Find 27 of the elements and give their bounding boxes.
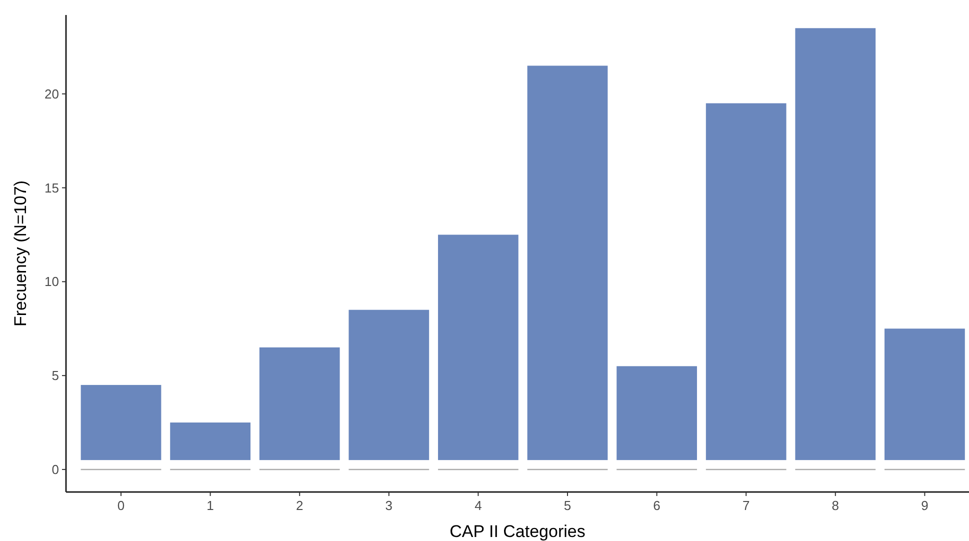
bar [348, 310, 430, 460]
bar [438, 234, 518, 460]
y-tick-label: 10 [44, 274, 59, 290]
bar [616, 366, 697, 460]
y-axis-title: Frecuency (N=107) [11, 180, 30, 326]
y-tick-label: 15 [44, 180, 59, 196]
x-tick-label: 4 [474, 498, 482, 513]
x-tick-label: 5 [564, 498, 572, 513]
bar [80, 384, 162, 460]
x-tick-label: 9 [921, 498, 928, 513]
bar [527, 66, 608, 460]
y-tick-label: 0 [52, 462, 59, 478]
y-tick-label: 5 [52, 368, 59, 384]
bar [259, 347, 340, 460]
y-tick-label: 20 [44, 86, 59, 102]
x-tick-label: 6 [653, 498, 660, 513]
bar [884, 328, 965, 460]
x-tick-label: 7 [742, 498, 750, 513]
x-tick-label: 0 [117, 498, 125, 513]
bar [795, 28, 876, 460]
x-tick-label: 1 [206, 498, 214, 513]
bar [170, 422, 250, 460]
x-tick-label: 2 [296, 498, 304, 513]
x-axis-title: CAP II Categories [450, 522, 586, 541]
x-tick-label: 3 [385, 498, 393, 513]
bar [706, 103, 786, 460]
x-tick-label: 8 [832, 498, 840, 513]
